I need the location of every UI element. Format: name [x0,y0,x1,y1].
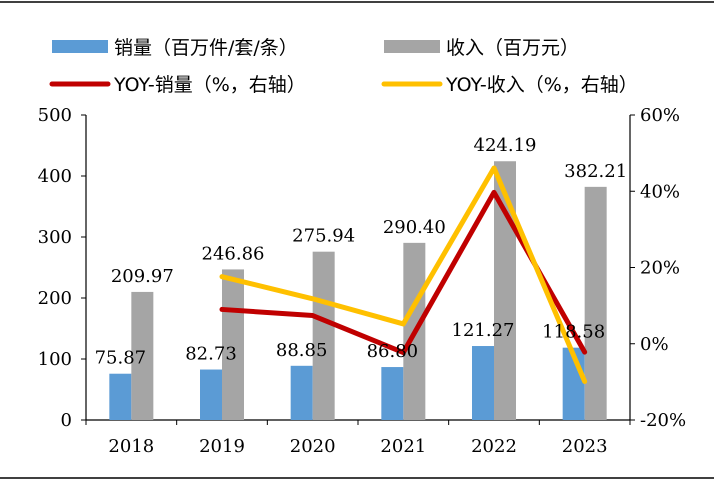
legend-label: 销量（百万件/套/条） [114,37,298,59]
y-left-tick-label: 0 [61,410,72,431]
x-tick-label: 2019 [199,436,245,457]
legend-label: YOY-收入（%，右轴） [445,74,638,96]
x-tick-label: 2018 [108,436,154,457]
data-label: 424.19 [474,135,537,156]
data-label: 290.40 [383,217,446,238]
y-left-tick-label: 200 [38,288,72,309]
legend-label: 收入（百万元） [446,37,579,59]
data-label: 121.27 [452,320,515,341]
bar [109,373,132,420]
y-right-tick-label: 0% [640,334,669,355]
y-right-tick-label: 60% [640,105,680,126]
data-label: 246.86 [202,243,265,264]
data-label: 118.58 [542,322,605,343]
bar [312,251,335,420]
legend-swatch [384,40,440,53]
data-label: 86.80 [367,341,419,362]
y-right-tick-label: -20% [640,410,686,431]
bar [290,365,313,420]
series-line [219,165,588,384]
y-right-tick-label: 20% [640,258,680,279]
y-left-tick-label: 400 [38,166,72,187]
data-label: 209.97 [111,266,174,287]
y-left-tick-label: 500 [38,105,72,126]
series-line [219,189,588,356]
data-label: 275.94 [292,226,355,247]
bar [131,291,154,420]
bar [200,369,222,420]
bar [222,269,244,420]
y-right-tick-label: 40% [640,181,680,202]
x-tick-label: 2021 [380,436,426,457]
data-label: 75.87 [95,348,147,369]
x-tick-label: 2023 [562,436,608,457]
y-left-tick-label: 300 [38,227,72,248]
bar [584,186,607,420]
bar [381,367,404,420]
data-label: 382.21 [564,161,627,182]
data-label: 82.73 [185,344,237,365]
bar [472,346,494,420]
legend-label: YOY-销量（%，右轴） [113,74,306,96]
legend-swatch [52,40,108,53]
y-left-tick-label: 100 [38,349,72,370]
x-tick-label: 2020 [290,436,336,457]
x-tick-label: 2022 [471,436,517,457]
data-label: 88.85 [276,340,328,361]
